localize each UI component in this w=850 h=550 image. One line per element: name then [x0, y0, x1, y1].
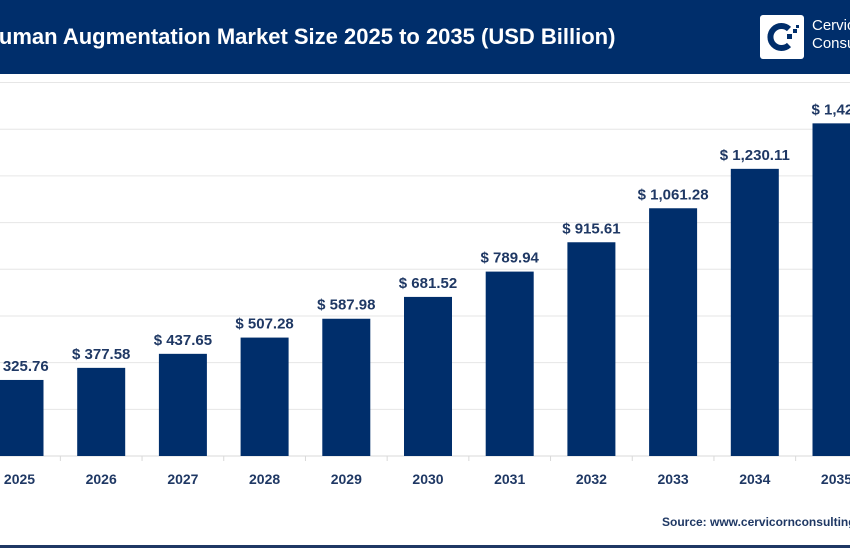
logo-text-line2: Consulting — [812, 35, 850, 52]
data-label-2025: $ 325.76 — [0, 358, 49, 375]
bar-2025 — [0, 379, 44, 456]
bar-2034 — [730, 168, 779, 456]
data-label-2029: $ 587.98 — [317, 297, 375, 314]
x-tick-label-2030: 2030 — [412, 471, 443, 487]
x-tick-label-2029: 2029 — [331, 471, 362, 487]
bar-2035 — [812, 123, 850, 456]
logo-text-line1: Cervicorn — [812, 17, 850, 34]
bar-2031 — [485, 271, 534, 456]
x-tick-label-2027: 2027 — [167, 471, 198, 487]
data-label-2030: $ 681.52 — [399, 275, 457, 292]
x-tick-label-2025: 2025 — [4, 471, 35, 487]
cervicorn-logo-icon — [760, 15, 804, 59]
bar-2027 — [158, 353, 207, 456]
x-tick-label-2031: 2031 — [494, 471, 525, 487]
bar-2029 — [322, 318, 371, 456]
bar-2033 — [649, 208, 698, 456]
footer-divider — [0, 545, 850, 548]
x-tick-label-2032: 2032 — [576, 471, 607, 487]
bar-2032 — [567, 242, 616, 456]
chart-title: Human Augmentation Market Size 2025 to 2… — [0, 24, 616, 49]
data-label-2028: $ 507.28 — [235, 316, 293, 333]
x-tick-label-2034: 2034 — [739, 471, 770, 487]
bar-2028 — [240, 337, 289, 456]
x-tick-label-2035: 2035 — [821, 471, 850, 487]
source-note: Source: www.cervicornconsulting.com — [662, 515, 850, 529]
data-label-2034: $ 1,230.11 — [720, 147, 790, 164]
title-banner: Human Augmentation Market Size 2025 to 2… — [0, 0, 850, 74]
bar-2026 — [77, 367, 126, 456]
x-tick-label-2028: 2028 — [249, 471, 280, 487]
data-label-2033: $ 1,061.28 — [638, 186, 709, 203]
data-label-2032: $ 915.61 — [562, 220, 620, 237]
data-label-2026: $ 377.58 — [72, 346, 130, 363]
data-label-2027: $ 437.65 — [154, 332, 212, 349]
logo-text: Cervicorn Consulting — [812, 17, 850, 53]
bar-2030 — [404, 296, 452, 456]
x-tick-label-2026: 2026 — [86, 471, 117, 487]
data-label-2035: $ 1,425 — [811, 101, 850, 118]
x-tick-label-2033: 2033 — [658, 471, 689, 487]
data-label-2031: $ 789.94 — [481, 250, 540, 267]
